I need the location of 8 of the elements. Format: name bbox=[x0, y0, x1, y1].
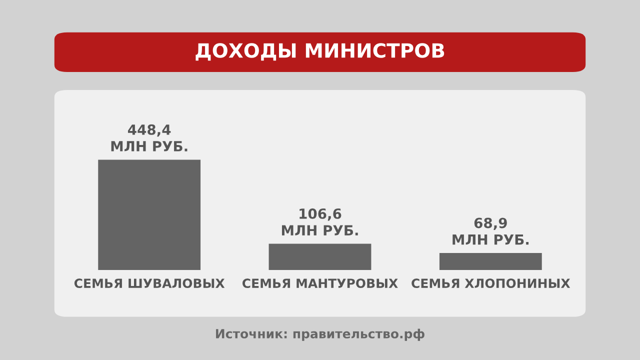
text: Источник: правительство.рф bbox=[216, 328, 424, 341]
data-label: 68,9 МЛН РУБ. bbox=[452, 218, 529, 245]
x-tick-label: СЕМЬЯ МАНТУРОВЫХ bbox=[242, 278, 398, 288]
chart-title: ДОХОДЫ МИНИСТРОВ bbox=[196, 43, 444, 61]
x-tick-label: СЕМЬЯ ШУВАЛОВЫХ bbox=[74, 278, 225, 288]
data-label: 448,4 МЛН РУБ. bbox=[111, 124, 188, 152]
x-tick-label: СЕМЬЯ ХЛОПОНИНЫХ bbox=[412, 278, 570, 288]
data-label: 106,6 МЛН РУБ. bbox=[282, 208, 358, 236]
